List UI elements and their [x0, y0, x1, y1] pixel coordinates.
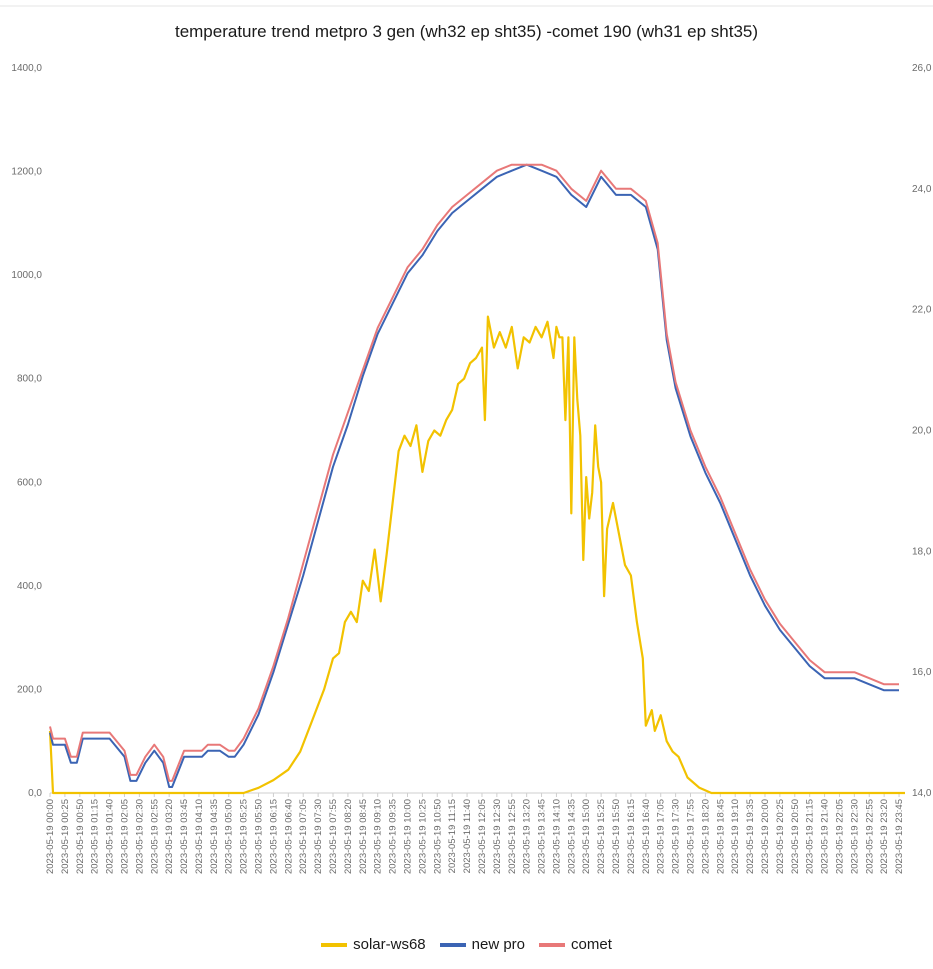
x-tick-label: 2023-05-19 10:50: [432, 799, 443, 874]
chart-axes: [0, 5, 933, 794]
x-tick-label: 2023-05-19 17:05: [656, 799, 667, 874]
x-tick-label: 2023-05-19 04:10: [194, 799, 205, 874]
x-tick-label: 2023-05-19 19:10: [730, 799, 741, 874]
x-tick-label: 2023-05-19 14:10: [551, 799, 562, 874]
legend-swatch-comet: [539, 942, 566, 947]
x-tick-label: 2023-05-19 15:00: [581, 799, 592, 874]
left-y-tick-label: 1000,0: [11, 270, 42, 281]
x-tick-label: 2023-05-19 23:20: [879, 799, 890, 874]
left-y-tick-label: 1400,0: [11, 63, 42, 74]
x-tick-label: 2023-05-19 15:25: [596, 799, 607, 874]
x-tick-label: 2023-05-19 07:05: [298, 799, 309, 874]
x-tick-label: 2023-05-19 03:45: [179, 799, 190, 874]
left-y-tick-label: 200,0: [17, 684, 42, 695]
x-tick-label: 2023-05-19 22:05: [834, 799, 845, 874]
x-tick-label: 2023-05-19 06:40: [283, 799, 294, 874]
x-tick-label: 2023-05-19 12:55: [507, 799, 518, 874]
left-y-tick-label: 600,0: [17, 477, 42, 488]
right-y-tick-label: 22,0: [912, 305, 932, 316]
right-y-axis-ticks: 14,0 16,0 18,0 20,0 22,0 24,0 26,0: [912, 63, 932, 799]
chart-title: temperature trend metpro 3 gen (wh32 ep …: [174, 22, 759, 41]
x-tick-label: 2023-05-19 15:50: [611, 799, 622, 874]
x-tick-label: 2023-05-19 10:00: [402, 799, 413, 874]
x-tick-label: 2023-05-19 23:45: [894, 799, 905, 874]
right-y-tick-label: 20,0: [912, 426, 932, 437]
x-tick-label: 2023-05-19 13:45: [537, 799, 548, 874]
x-tick-label: 2023-05-19 22:55: [864, 799, 875, 874]
x-tick-label: 2023-05-19 16:40: [641, 799, 652, 874]
x-tick-label: 2023-05-19 02:30: [134, 799, 145, 874]
right-y-tick-label: 14,0: [912, 788, 932, 799]
left-y-tick-label: 1200,0: [11, 167, 42, 178]
x-tick-label: 2023-05-19 01:15: [90, 799, 101, 874]
x-tick-label: 2023-05-19 05:25: [239, 799, 250, 874]
x-tick-label: 2023-05-19 11:40: [462, 799, 473, 873]
x-tick-label: 2023-05-19 20:00: [760, 799, 771, 874]
left-y-tick-label: 800,0: [17, 374, 42, 385]
left-y-tick-label: 0,0: [28, 788, 42, 799]
legend-item-comet: comet: [539, 936, 612, 953]
x-tick-label: 2023-05-19 18:45: [715, 799, 726, 874]
x-tick-label: 2023-05-19 07:55: [328, 799, 339, 874]
x-tick-label: 2023-05-19 08:45: [358, 799, 369, 874]
legend-item-new-pro: new pro: [439, 936, 526, 953]
x-tick-label: 2023-05-19 10:25: [417, 799, 428, 874]
legend-label-new-pro: new pro: [471, 936, 526, 953]
x-axis-ticks: 2023-05-19 00:00 2023-05-19 00:25 2023-05-…: [45, 793, 905, 874]
x-tick-label: 2023-05-19 20:25: [775, 799, 786, 874]
x-tick-label: 2023-05-19 17:30: [671, 799, 682, 874]
chart-legend: solar-ws68 new pro comet: [0, 936, 933, 953]
x-tick-label: 2023-05-19 19:35: [745, 799, 756, 874]
series-line-solar-ws68: [48, 315, 905, 795]
x-tick-label: 2023-05-19 05:00: [224, 799, 235, 874]
legend-swatch-new-pro: [439, 942, 466, 947]
right-y-tick-label: 18,0: [912, 546, 932, 557]
x-tick-label: 2023-05-19 12:05: [477, 799, 488, 874]
legend-swatch-solar: [321, 942, 348, 947]
x-tick-label: 2023-05-19 18:20: [700, 799, 711, 874]
x-tick-label: 2023-05-19 21:15: [805, 799, 816, 874]
x-tick-label: 2023-05-19 14:35: [566, 799, 577, 874]
x-tick-label: 2023-05-19 22:30: [849, 799, 860, 874]
x-tick-label: 2023-05-19 08:20: [343, 799, 354, 874]
x-tick-label: 2023-05-19 21:40: [820, 799, 831, 874]
left-y-tick-label: 400,0: [17, 581, 42, 592]
line-chart: 0,0 200,0 400,0 600,0 800,0 1000,0 1200,0 1400,…: [0, 5, 933, 874]
legend-label-solar: solar-ws68: [353, 936, 426, 953]
series-line-comet: [49, 163, 899, 782]
left-y-axis-ticks: 0,0 200,0 400,0 600,0 800,0 1000,0 1200,0 1400,…: [11, 63, 42, 799]
legend-item-solar: solar-ws68: [321, 936, 426, 953]
x-tick-label: 2023-05-19 01:40: [105, 799, 116, 874]
x-tick-label: 2023-05-19 17:55: [686, 799, 697, 874]
x-tick-label: 2023-05-19 00:50: [75, 799, 86, 874]
x-tick-label: 2023-05-19 02:55: [149, 799, 160, 874]
series-layer: [48, 163, 905, 795]
x-tick-label: 2023-05-19 03:20: [164, 799, 175, 874]
legend-label-comet: comet: [571, 936, 612, 953]
x-tick-label: 2023-05-19 20:50: [790, 799, 801, 874]
x-tick-label: 2023-05-19 16:15: [626, 799, 637, 874]
x-tick-label: 2023-05-19 05:50: [254, 799, 265, 874]
x-tick-label: 2023-05-19 13:20: [522, 799, 533, 874]
x-tick-label: 2023-05-19 09:35: [388, 799, 399, 874]
x-tick-label: 2023-05-19 00:00: [45, 799, 56, 874]
right-y-tick-label: 16,0: [912, 667, 932, 678]
right-y-tick-label: 24,0: [912, 184, 932, 195]
x-tick-label: 2023-05-19 07:30: [313, 799, 324, 874]
x-tick-label: 2023-05-19 11:15: [447, 799, 458, 873]
right-y-tick-label: 26,0: [912, 63, 932, 74]
x-tick-label: 2023-05-19 04:35: [209, 799, 220, 874]
series-line-new-pro: [49, 163, 899, 788]
x-tick-label: 2023-05-19 00:25: [60, 799, 71, 874]
x-tick-label: 2023-05-19 06:15: [268, 799, 279, 874]
x-tick-label: 2023-05-19 09:10: [373, 799, 384, 874]
x-tick-label: 2023-05-19 02:05: [119, 799, 130, 874]
x-tick-label: 2023-05-19 12:30: [492, 799, 503, 874]
